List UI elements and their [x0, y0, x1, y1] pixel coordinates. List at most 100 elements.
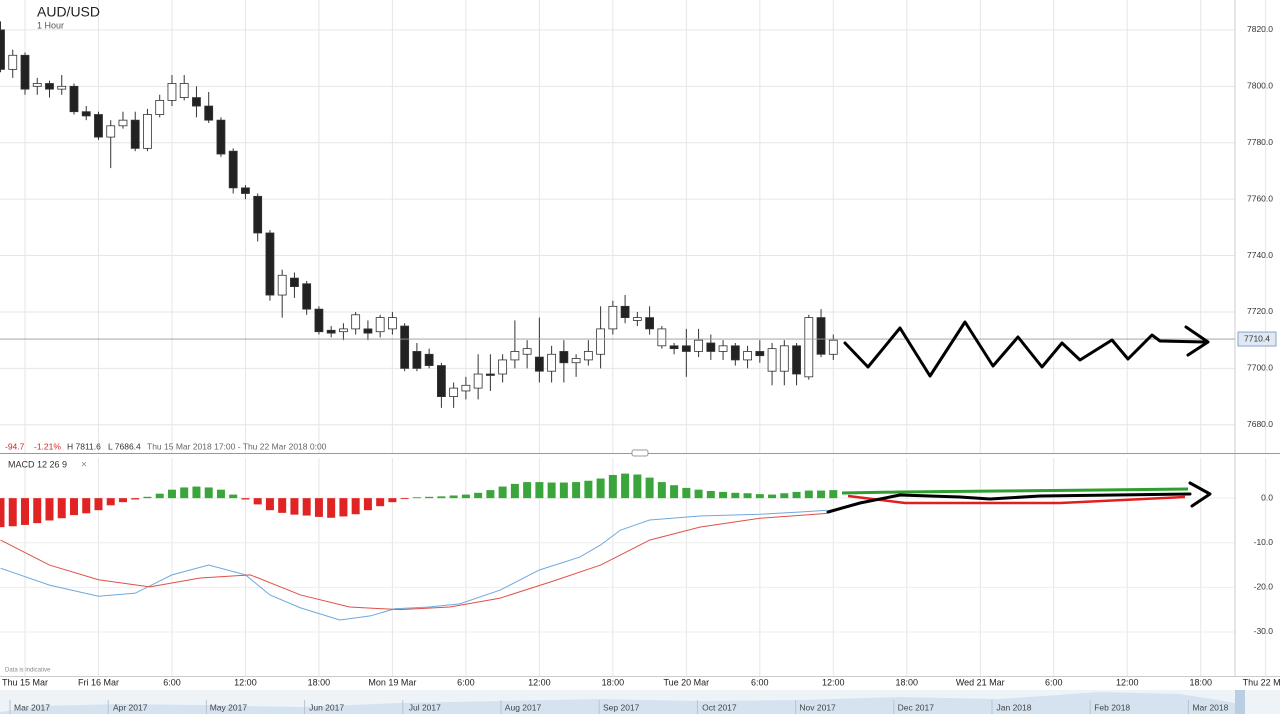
macd-histogram-bar: [302, 498, 311, 516]
marks: 7710.4: [0, 21, 1277, 621]
y-tick-label: -10.0: [1254, 537, 1274, 547]
macd-histogram-bar: [376, 498, 385, 507]
candle-body: [155, 100, 165, 115]
macd-histogram-bar: [486, 490, 495, 499]
macd-histogram-bar: [437, 496, 446, 499]
x-tick-label: 6:00: [751, 677, 769, 687]
candle-body: [645, 317, 654, 330]
macd-histogram-bar: [596, 478, 605, 499]
y-tick-label: 7700.0: [1247, 363, 1273, 373]
candle-body: [804, 317, 814, 378]
candle-body: [20, 54, 30, 90]
candle-body: [57, 85, 67, 90]
x-tick-label: 18:00: [896, 677, 919, 687]
candle-body: [669, 345, 679, 350]
change: -94.7: [5, 441, 25, 451]
candle-body: [167, 83, 177, 101]
navigator-area: [0, 692, 1245, 714]
candle-body: [473, 373, 483, 389]
candle-body: [326, 329, 336, 334]
x-tick-label: 12:00: [234, 677, 257, 687]
candle-body: [253, 195, 263, 234]
candle-body: [485, 373, 495, 376]
macd-histogram-bar: [474, 492, 483, 499]
divider-handle[interactable]: [631, 449, 649, 457]
candle-body: [228, 150, 238, 189]
candle-body: [302, 283, 312, 310]
macd-histogram-bar: [265, 498, 274, 511]
change-pct: -1.21%: [34, 441, 61, 451]
candle-body: [706, 342, 716, 352]
low: L 7686.4: [108, 441, 141, 451]
candle-body: [718, 345, 728, 352]
macd-histogram-bar: [8, 498, 17, 527]
candle-body: [755, 351, 765, 357]
navigator-month: Nov 2017: [799, 702, 836, 712]
macd-histogram-bar: [792, 491, 801, 499]
candle-body: [363, 328, 373, 334]
candle-body: [314, 308, 324, 333]
candle-body: [461, 384, 471, 392]
macd-histogram-bar: [535, 482, 544, 499]
macd-histogram-bar: [449, 495, 458, 499]
macd-histogram-bar: [290, 498, 299, 515]
candle-body: [571, 358, 581, 364]
macd-histogram-bar: [633, 474, 642, 499]
y-tick-label: 7800.0: [1247, 81, 1273, 91]
x-tick-label: 12:00: [822, 677, 845, 687]
macd-histogram-bar: [20, 498, 29, 525]
macd-histogram-bar: [327, 498, 336, 518]
y-tick-label: -30.0: [1254, 626, 1274, 636]
macd-histogram-bar: [743, 493, 752, 499]
candle-body: [69, 85, 79, 113]
x-tick-label: 12:00: [528, 677, 551, 687]
candle-body: [118, 119, 128, 127]
macd-histogram-bar: [363, 498, 372, 511]
macd-histogram-bar: [657, 482, 666, 499]
x-tick-label: Wed 21 Mar: [956, 677, 1005, 687]
macd-histogram-bar: [94, 498, 103, 511]
y-tick-label: 7760.0: [1247, 193, 1273, 203]
macd-histogram-bar: [143, 496, 152, 499]
candle-body: [828, 339, 838, 355]
macd-histogram-bar: [351, 498, 360, 515]
macd-histogram-bar: [400, 498, 409, 500]
macd-histogram-bar: [229, 494, 238, 499]
candle-body: [32, 83, 42, 87]
navigator-month: Jun 2017: [309, 702, 344, 712]
candle-body: [0, 29, 5, 70]
candle-body: [192, 97, 201, 107]
macd-histogram-bar: [768, 494, 777, 499]
close-indicator[interactable]: ×: [81, 460, 87, 471]
macd-histogram-bar: [498, 486, 507, 499]
candle-body: [265, 232, 275, 296]
navigator-month: Apr 2017: [113, 702, 148, 712]
candle-body: [8, 54, 18, 70]
x-tick-label: 6:00: [1045, 677, 1063, 687]
macd-histogram-bar: [670, 485, 679, 499]
navigator-window[interactable]: [1235, 690, 1245, 714]
candle-body: [657, 328, 667, 347]
last-price-box: [1237, 331, 1277, 347]
macd-histogram-bar: [547, 482, 556, 499]
macd-histogram-bar: [33, 498, 42, 524]
candle-body: [277, 274, 287, 296]
macd-histogram-bar: [339, 498, 348, 517]
candle-body: [559, 351, 569, 364]
candle-body: [767, 348, 777, 372]
candle-body: [632, 317, 642, 321]
x-tick-label: 6:00: [457, 677, 475, 687]
last-price-label: 7710.4: [1244, 333, 1270, 343]
macd-line: [0, 512, 828, 611]
candle-body: [290, 277, 299, 287]
macd-histogram-bar: [106, 498, 115, 506]
macd-histogram-bar: [204, 487, 213, 499]
chart-subtitle: 1 Hour: [37, 20, 64, 30]
candle-body: [45, 83, 54, 90]
navigator-month: Dec 2017: [898, 702, 935, 712]
drawn-green-line: [841, 487, 1189, 495]
macd-histogram-bar: [682, 487, 691, 499]
macd-histogram-bar: [253, 498, 262, 505]
footnote: Data is indicative: [5, 668, 51, 674]
